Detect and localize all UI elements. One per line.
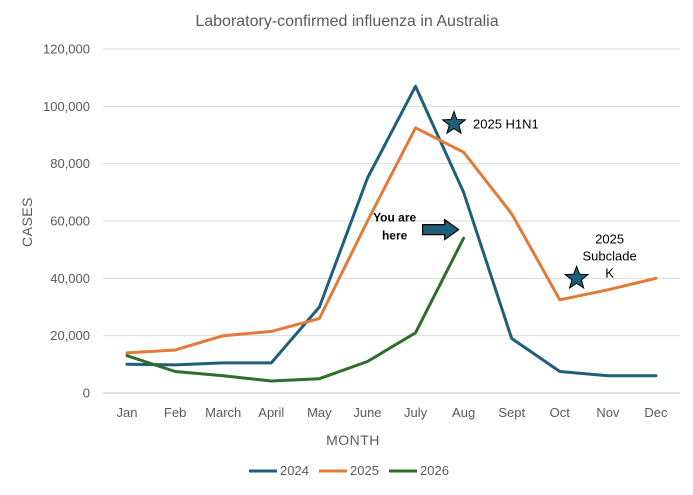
y-tick-label: 80,000 xyxy=(50,156,90,171)
data-point-2026 xyxy=(366,360,369,363)
data-point-2025 xyxy=(654,277,657,280)
x-tick-label: Sept xyxy=(498,405,525,420)
data-point-2024 xyxy=(654,374,657,377)
y-tick-label: 40,000 xyxy=(50,271,90,286)
data-point-2026 xyxy=(462,237,465,240)
y-tick-label: 20,000 xyxy=(50,328,90,343)
data-point-2026 xyxy=(174,370,177,373)
annotation-label: here xyxy=(382,229,408,243)
x-tick-label: June xyxy=(353,405,381,420)
chart-title: Laboratory-confirmed influenza in Austra… xyxy=(195,13,498,30)
series-2024 xyxy=(125,84,658,378)
data-point-2024 xyxy=(414,85,417,88)
x-tick-label: Dec xyxy=(644,405,668,420)
legend-item-2024: 2024 xyxy=(249,463,309,478)
x-tick-label: Feb xyxy=(164,405,186,420)
x-tick-label: April xyxy=(258,405,284,420)
annotation-label: You are xyxy=(373,211,416,225)
y-tick-label: 0 xyxy=(83,386,90,401)
gridlines xyxy=(103,48,680,394)
data-point-2024 xyxy=(270,361,273,364)
annotations: 2025 H1N1 2025 Subclade K You are here xyxy=(373,110,637,290)
y-tick-label: 60,000 xyxy=(50,214,90,229)
legend-item-2026: 2026 xyxy=(389,463,449,478)
y-axis-title: CASES xyxy=(19,197,35,247)
data-point-2024 xyxy=(174,363,177,366)
data-point-2026 xyxy=(318,377,321,380)
data-point-2024 xyxy=(126,363,129,366)
x-tick-label: Jan xyxy=(117,405,138,420)
legend-item-2025: 2025 xyxy=(319,463,379,478)
data-point-2024 xyxy=(606,374,609,377)
arrow-right-icon xyxy=(422,218,460,241)
data-point-2024 xyxy=(318,306,321,309)
y-axis: 0 20,000 40,000 60,000 80,000 100,000 120,000 xyxy=(43,42,90,401)
data-point-2025 xyxy=(606,288,609,291)
data-point-2025 xyxy=(510,212,513,215)
annotation-subclade: 2025 Subclade K xyxy=(563,231,637,290)
data-point-2025 xyxy=(366,220,369,223)
data-point-2026 xyxy=(414,331,417,334)
legend-label: 2025 xyxy=(350,463,379,478)
x-tick-label: Oct xyxy=(550,405,571,420)
series-line-2026 xyxy=(125,236,466,383)
y-tick-label: 100,000 xyxy=(43,99,90,114)
annotation-label: 2025 H1N1 xyxy=(473,117,539,132)
data-point-2025 xyxy=(126,351,129,354)
x-tick-label: May xyxy=(307,405,332,420)
data-point-2025 xyxy=(414,126,417,129)
annotation-label: Subclade xyxy=(583,248,637,263)
series-line-2024 xyxy=(125,84,658,378)
data-point-2025 xyxy=(174,349,177,352)
data-point-2025 xyxy=(462,151,465,154)
annotation-you-are-here: You are here xyxy=(373,211,460,243)
legend: 2024 2025 2026 xyxy=(249,463,449,478)
x-axis: Jan Feb March April May June July Aug Sept Oct Nov… xyxy=(117,405,668,420)
legend-label: 2026 xyxy=(420,463,449,478)
data-point-2024 xyxy=(222,361,225,364)
data-point-2024 xyxy=(462,191,465,194)
star-icon xyxy=(441,110,467,135)
data-point-2024 xyxy=(558,370,561,373)
annotation-label: 2025 xyxy=(595,231,624,246)
data-point-2024 xyxy=(366,177,369,180)
annotation-h1n1: 2025 H1N1 xyxy=(441,110,539,135)
series-2026 xyxy=(125,236,466,383)
data-point-2026 xyxy=(222,374,225,377)
series-2025 xyxy=(125,126,658,355)
star-icon xyxy=(563,264,590,290)
data-point-2025 xyxy=(270,330,273,333)
x-tick-label: Aug xyxy=(452,405,475,420)
data-point-2025 xyxy=(318,317,321,320)
data-point-2025 xyxy=(222,334,225,337)
data-point-2025 xyxy=(558,298,561,301)
x-tick-label: March xyxy=(205,405,241,420)
annotation-label: K xyxy=(605,265,614,280)
legend-label: 2024 xyxy=(280,463,309,478)
data-point-2026 xyxy=(270,379,273,382)
data-point-2024 xyxy=(510,337,513,340)
series-line-2025 xyxy=(125,126,658,355)
x-tick-label: July xyxy=(404,405,428,420)
x-axis-title: MONTH xyxy=(326,432,380,448)
y-tick-label: 120,000 xyxy=(43,42,90,57)
data-point-2026 xyxy=(126,354,129,357)
x-tick-label: Nov xyxy=(596,405,620,420)
series-lines xyxy=(125,84,658,383)
